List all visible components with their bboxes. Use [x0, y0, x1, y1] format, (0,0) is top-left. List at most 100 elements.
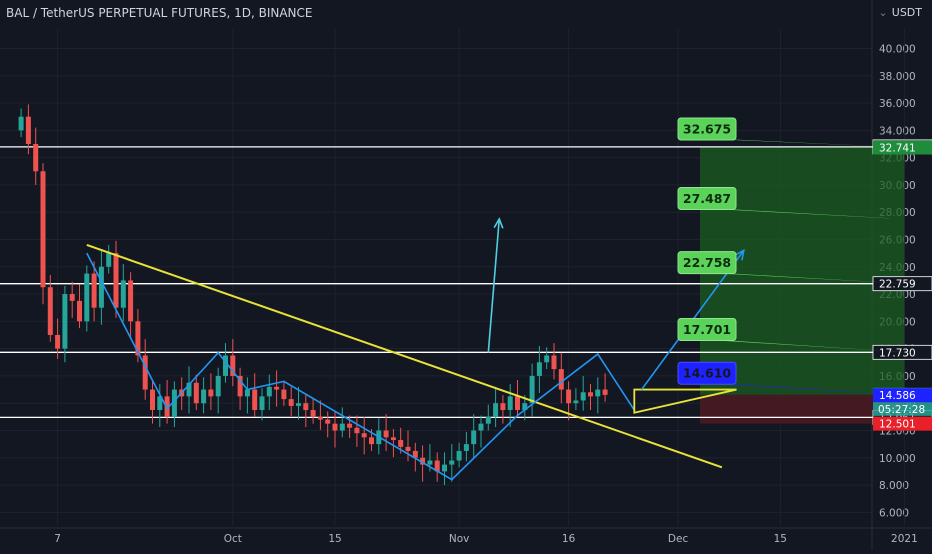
badge-entry-price — [873, 388, 932, 403]
candle-body — [62, 294, 68, 349]
badge-stop-price-label: 12.501 — [879, 419, 916, 431]
x-tick-label: Nov — [449, 533, 470, 545]
candle-body — [507, 396, 513, 411]
candle-body — [427, 460, 433, 465]
candle-body — [317, 416, 323, 420]
axis-level-label: 17.730 — [879, 347, 916, 359]
y-tick-label: 38.000 — [879, 71, 916, 83]
candle-body — [339, 423, 345, 431]
candle-body — [551, 355, 557, 370]
candle-body — [493, 403, 499, 417]
candle-body — [208, 389, 214, 397]
blue-arrow-head — [734, 248, 745, 261]
candle-body — [288, 399, 294, 406]
candle-body — [485, 416, 491, 424]
candle-body — [463, 444, 469, 451]
candle-body — [522, 403, 528, 411]
candle-body — [602, 389, 608, 395]
badge-last-price-countdown — [873, 401, 932, 416]
candle-body — [573, 400, 579, 404]
candle-body — [544, 355, 550, 363]
badge-entry-price-label: 14.586 — [879, 390, 916, 402]
callout-17701-pointer — [686, 338, 907, 353]
candle-body — [259, 396, 265, 411]
axis-level-box — [872, 276, 932, 292]
axis-level-box — [872, 344, 932, 360]
candle-body — [274, 386, 280, 390]
stop-zone — [700, 394, 905, 424]
callout-27487-pointer — [686, 207, 907, 220]
y-tick-label: 6.000 — [879, 507, 909, 519]
x-tick-label: 7 — [54, 533, 61, 545]
candle-body — [405, 446, 411, 451]
candle-body — [186, 382, 192, 397]
candle-body — [449, 460, 455, 465]
candle-body — [201, 389, 207, 404]
x-tick-label: 15 — [774, 533, 787, 545]
candle-body — [456, 450, 462, 461]
zigzag-pattern — [86, 252, 635, 481]
callout-17701-label: 17.701 — [683, 322, 731, 337]
candle-body — [471, 430, 477, 445]
currency-unit: USDT — [891, 6, 922, 19]
candle-body — [588, 392, 593, 397]
callout-22758-pointer — [686, 271, 907, 284]
candle-body — [566, 389, 572, 404]
candle-body — [33, 143, 39, 172]
currency-selector[interactable]: ⌄ USDT — [879, 6, 922, 19]
candle-body — [69, 294, 75, 301]
candle-body — [558, 369, 564, 390]
triangle-pattern — [633, 388, 737, 414]
candle-body — [230, 355, 236, 376]
y-tick-label: 34.000 — [879, 125, 916, 137]
callout-32675-label: 32.675 — [683, 121, 731, 136]
candle-body — [347, 423, 353, 428]
cyan-arrow-head — [493, 217, 504, 229]
candle-body — [157, 396, 163, 411]
candle-body — [106, 253, 112, 267]
candle-body — [478, 423, 484, 431]
callout-27487-label: 27.487 — [683, 191, 731, 206]
candle-body — [171, 389, 177, 417]
candle-body — [164, 396, 170, 417]
chart-title: BAL / TetherUS PERPETUAL FUTURES, 1D, BI… — [6, 6, 313, 20]
candle-body — [303, 403, 309, 411]
candle-body — [500, 403, 506, 411]
badge-last-price-countdown-label: 05:27:28 — [878, 404, 925, 416]
callout-22758 — [677, 251, 737, 275]
y-tick-label: 10.000 — [879, 453, 916, 465]
candle-body — [223, 355, 228, 376]
chevron-down-icon: ⌄ — [878, 6, 888, 19]
candle-body — [244, 389, 250, 397]
candle-body — [595, 389, 601, 397]
candle-body — [369, 437, 374, 445]
callout-17701 — [677, 318, 737, 342]
candle-body — [40, 171, 46, 288]
callout-14610-label: 14.610 — [683, 366, 732, 381]
badge-target-price-label: 32.741 — [879, 143, 916, 155]
y-tick-label: 40.000 — [879, 43, 916, 55]
candle-body — [529, 375, 535, 404]
candle-body — [98, 266, 104, 308]
x-tick-label: 15 — [328, 533, 341, 545]
callout-14610 — [677, 361, 737, 385]
candle-body — [128, 280, 134, 322]
candle-body — [135, 321, 141, 356]
candle-body — [193, 382, 199, 404]
candle-body — [120, 280, 126, 308]
candle-body — [150, 389, 155, 411]
candle-body — [310, 410, 316, 417]
candle-body — [442, 464, 447, 472]
candle-body — [420, 457, 426, 465]
callout-32675-pointer — [686, 137, 907, 148]
axis-level-label: 22.759 — [879, 279, 916, 291]
candle-body — [215, 375, 221, 397]
candle-body — [237, 375, 243, 397]
y-tick-label: 36.000 — [879, 98, 916, 110]
callout-22758-label: 22.758 — [683, 255, 731, 270]
candle-body — [77, 300, 82, 322]
candle-body — [296, 403, 301, 406]
candle-body — [515, 396, 520, 411]
